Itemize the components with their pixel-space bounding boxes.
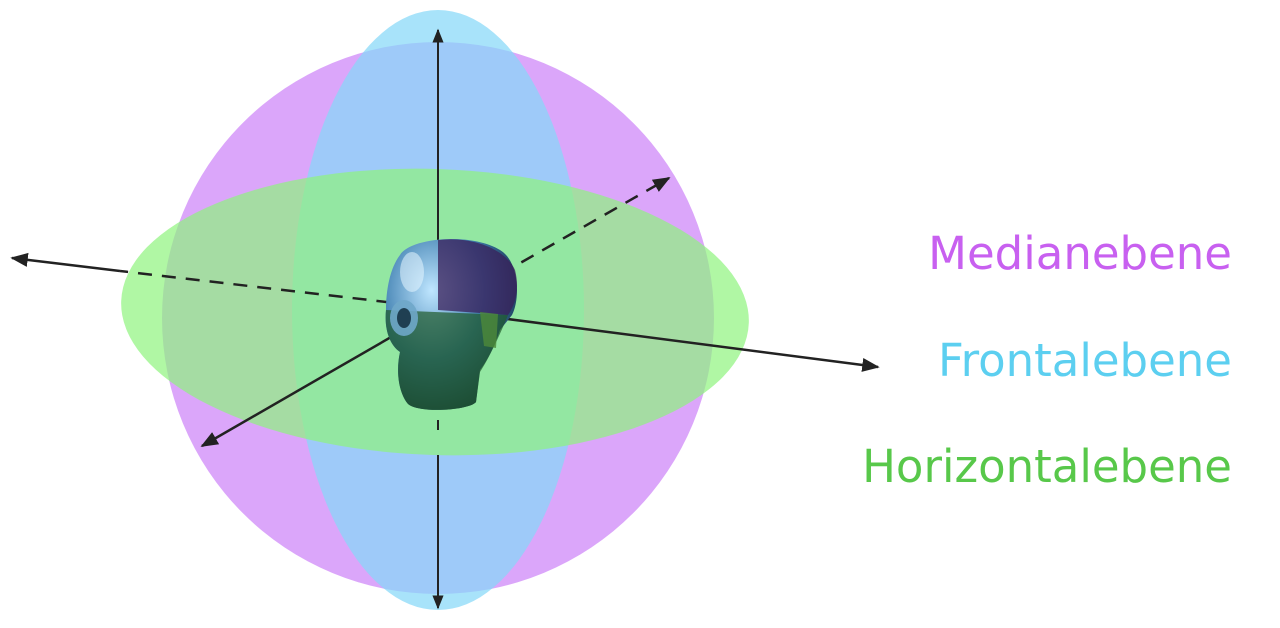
right-axis	[437, 308, 880, 372]
left-axis-solid	[10, 252, 121, 273]
legend-label-horizontal: Horizontalebene	[862, 440, 1232, 493]
dummy-head-icon	[385, 239, 518, 410]
legend-label-frontal: Frontalebene	[937, 334, 1232, 387]
legend-label-median: Medianebene	[928, 227, 1232, 280]
depth-axis-back	[437, 176, 671, 312]
left-axis-dashed	[119, 269, 439, 310]
